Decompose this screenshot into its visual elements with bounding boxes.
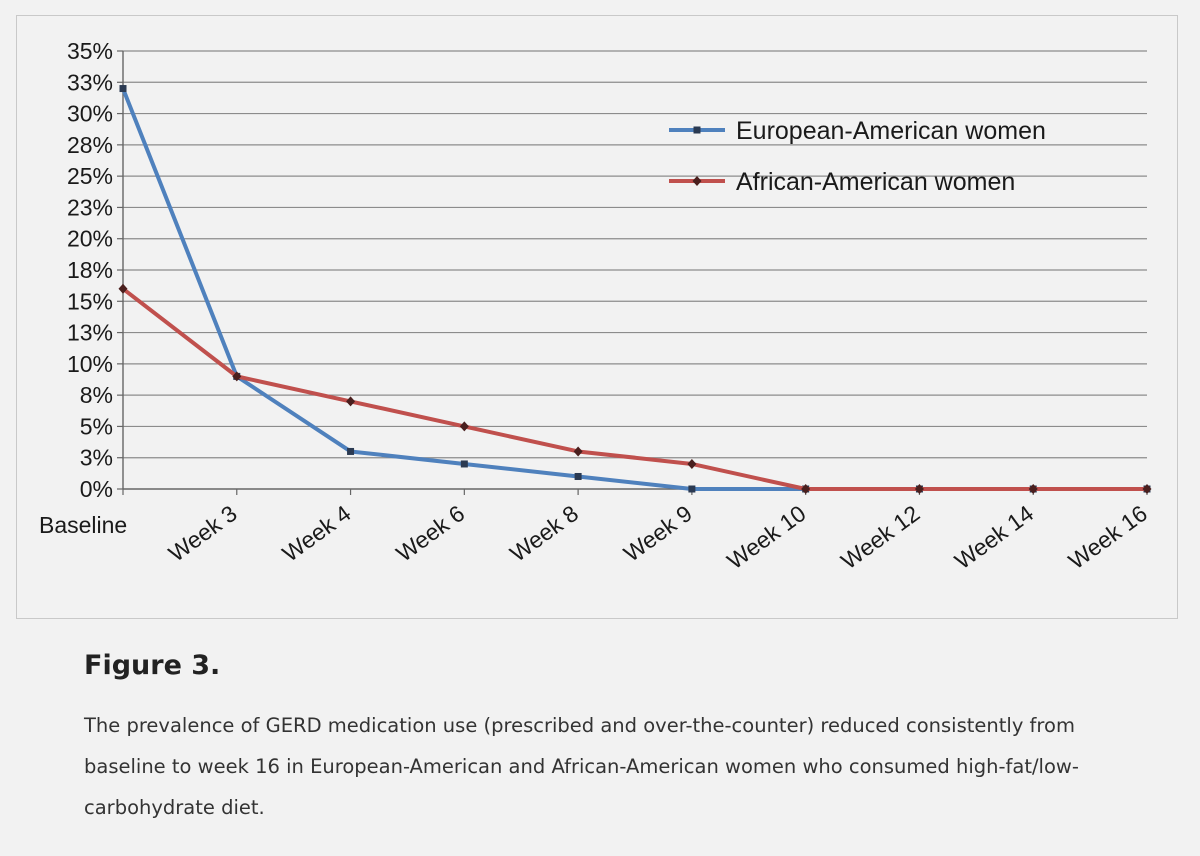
data-point (574, 472, 582, 480)
y-tick-label: 13% (67, 320, 113, 346)
x-tick-label: Week 12 (836, 500, 924, 574)
data-point (119, 85, 127, 93)
y-tick-label: 20% (67, 226, 113, 252)
x-tick-label: Week 10 (722, 500, 810, 574)
x-tick-label: Week 6 (391, 500, 469, 567)
data-point (687, 458, 697, 469)
y-tick-label: 8% (80, 382, 113, 408)
y-tick-label: 35% (67, 38, 113, 64)
y-tick-label: 30% (67, 101, 113, 127)
y-tick-label: 25% (67, 163, 113, 189)
x-tick-label: Baseline (39, 512, 127, 538)
figure-label: Figure 3. (84, 650, 221, 681)
data-point (118, 283, 128, 294)
y-tick-label: 15% (67, 288, 113, 314)
data-point (459, 421, 469, 432)
data-point (573, 446, 583, 457)
line-chart: 0% 3% 5% 8% 10% 13% 15% 18% 20% 23% 25% 28% 30% 33% 35… (39, 38, 1152, 574)
data-point (914, 484, 924, 494)
data-point (232, 371, 242, 382)
y-tick-label: 18% (67, 257, 113, 283)
y-tick-label: 33% (67, 69, 113, 95)
figure-caption: The prevalence of GERD medication use (p… (84, 714, 1079, 819)
legend-marker-2 (692, 176, 702, 186)
data-point (347, 447, 355, 455)
legend-label-1: European-American women (736, 117, 1046, 145)
data-point (346, 396, 356, 407)
data-point (801, 484, 811, 494)
series-line-2 (121, 287, 1147, 491)
x-tick-label: Week 4 (277, 500, 355, 567)
legend-label-2: African-American women (736, 168, 1015, 196)
y-tick-label: 28% (67, 132, 113, 158)
x-tick-label: Week 9 (619, 500, 697, 567)
y-tick-label: 10% (67, 351, 113, 377)
data-point (1142, 484, 1152, 494)
y-tick-label: 5% (80, 413, 113, 439)
chart-frame: 0% 3% 5% 8% 10% 13% 15% 18% 20% 23% 25% 28% 30% 33% 35… (16, 15, 1178, 619)
x-tick-label: Week 14 (950, 500, 1039, 574)
x-tick-label: Week 8 (505, 500, 583, 567)
y-tick-label: 23% (67, 194, 113, 220)
legend-marker-1 (693, 126, 701, 134)
series-line-1 (121, 87, 1147, 491)
x-tick-label: Week 16 (1064, 500, 1152, 574)
data-point (1028, 484, 1038, 494)
y-tick-label: 3% (80, 445, 113, 471)
data-point (460, 460, 468, 468)
y-tick-label: 0% (80, 476, 113, 502)
x-tick-label: Week 3 (164, 500, 242, 567)
data-point (688, 485, 696, 493)
